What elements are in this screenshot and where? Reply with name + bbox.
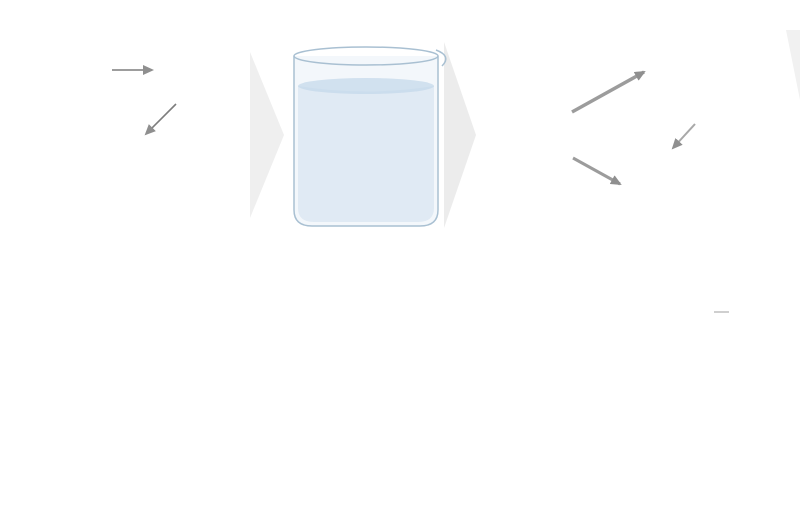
beaker-liquid <box>298 86 434 222</box>
background-wedge <box>444 42 476 228</box>
olation-arrow-2 <box>144 103 177 136</box>
cation-intercalation-arrow <box>571 70 646 114</box>
mnlt-to-oxides-arrow <box>671 123 696 150</box>
beaker-graphic <box>293 46 447 227</box>
beaker-rim <box>293 46 439 66</box>
liquid-surface <box>298 78 434 94</box>
beaker-spout <box>435 49 447 67</box>
background-wedge <box>250 52 284 218</box>
panel-a-scheme <box>112 30 800 228</box>
phase-transformation-arrow <box>572 156 622 186</box>
background-wedge <box>786 30 800 100</box>
eds-spectra-chart <box>714 311 729 313</box>
